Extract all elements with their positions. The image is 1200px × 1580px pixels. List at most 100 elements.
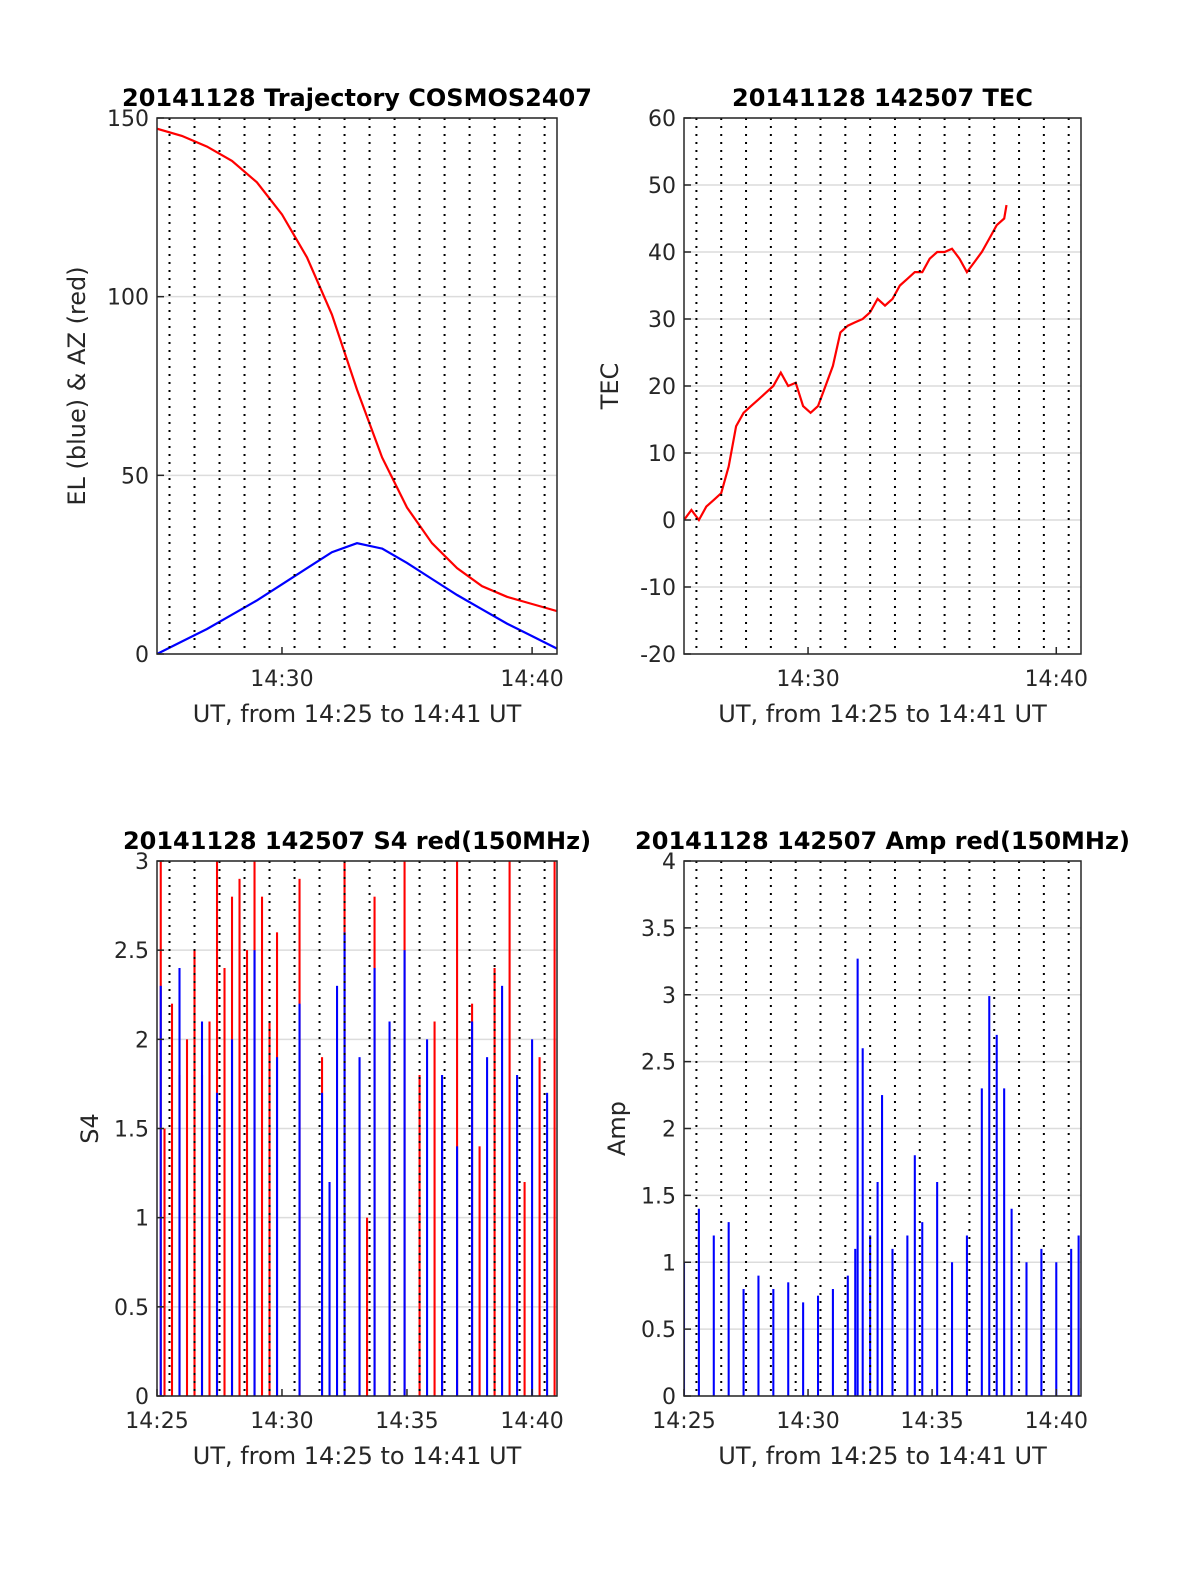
series-0-bar — [1070, 1248, 1073, 1396]
series-0-bar — [478, 1146, 481, 1396]
series-0-bar — [238, 878, 241, 1396]
series-0-bar — [538, 1057, 541, 1396]
series-1-bar — [501, 985, 504, 1396]
series-0-bar — [951, 1262, 954, 1396]
x-tick-label: 14:30 — [250, 667, 313, 692]
x-tick-label: 14:25 — [125, 1409, 188, 1434]
series-1-bar — [441, 1075, 444, 1396]
y-tick-label: 3.5 — [641, 917, 676, 942]
series-0-bar — [268, 1021, 271, 1396]
series-0-bar — [856, 958, 859, 1396]
series-1-bar — [275, 1057, 279, 1396]
series-0-bar — [523, 1182, 526, 1396]
series-0-line — [157, 127, 557, 613]
y-tick-label: 0 — [135, 643, 149, 668]
series-0-bar — [913, 1155, 916, 1396]
chart-title: 20141128 142507 S4 red(150MHz) — [123, 827, 591, 855]
series-0-bar — [163, 1128, 166, 1396]
x-tick-label: 14:30 — [776, 667, 839, 692]
y-tick-label: 100 — [107, 286, 149, 311]
series-0-bar — [854, 1248, 857, 1396]
series-0-bar — [185, 1039, 189, 1396]
series-1-bar — [531, 1039, 534, 1396]
series-0-bar — [995, 1034, 998, 1396]
series-0-bar — [1055, 1262, 1058, 1396]
series-1-bar — [546, 1092, 549, 1396]
y-tick-label: 1.5 — [641, 1184, 676, 1209]
series-1-bar — [215, 1092, 219, 1396]
series-0-bar — [1040, 1248, 1043, 1396]
series-1-bar — [358, 1057, 361, 1396]
y-tick-label: 1 — [662, 1251, 676, 1276]
series-0-bar — [418, 1075, 421, 1396]
series-0-bar — [906, 1235, 909, 1396]
y-tick-label: 40 — [648, 241, 676, 266]
series-0-bar — [816, 1295, 820, 1396]
series-1-bar — [388, 1021, 391, 1396]
series-0-bar — [921, 1222, 924, 1396]
series-0-bar — [1077, 1235, 1080, 1396]
y-tick-label: 0.5 — [114, 1296, 149, 1321]
y-tick-label: 0.5 — [641, 1318, 676, 1343]
x-tick-label: 14:35 — [375, 1409, 438, 1434]
series-1-bar — [178, 968, 181, 1396]
y-tick-label: 1 — [135, 1207, 149, 1232]
y-tick-label: 4 — [662, 850, 676, 875]
series-1-bar — [328, 1182, 331, 1396]
chart-title: 20141128 Trajectory COSMOS2407 — [122, 84, 592, 112]
series-1-bar — [159, 985, 162, 1396]
x-axis-label: UT, from 14:25 to 14:41 UT — [718, 700, 1047, 728]
series-1-bar — [486, 1057, 489, 1396]
y-tick-label: 2.5 — [641, 1051, 676, 1076]
series-0-bar — [1003, 1088, 1006, 1396]
y-tick-label: -10 — [640, 576, 676, 601]
amp-panel: 0 0.5 1 1.5 2 2.5 3 3.5 4 14:25 14:30 14:35 14:40 201… — [603, 827, 1130, 1470]
chart-title: 20141128 142507 TEC — [732, 84, 1033, 112]
series-0-bar — [208, 1021, 211, 1396]
series-0-bar — [697, 1208, 700, 1396]
series-0-bar — [881, 1095, 884, 1396]
y-tick-label: 50 — [121, 464, 149, 489]
series-0-bar — [772, 1289, 775, 1396]
series-0-line — [684, 204, 1008, 523]
y-tick-label: 1.5 — [114, 1118, 149, 1143]
series-0-bar — [712, 1235, 715, 1396]
y-axis-label: TEC — [596, 363, 624, 411]
series-1-bar — [471, 1021, 474, 1396]
series-0-bar — [727, 1222, 730, 1396]
series-1-bar — [253, 950, 256, 1396]
plot-frame — [156, 117, 558, 655]
series-1-bar — [320, 1092, 324, 1396]
series-0-bar — [456, 861, 459, 1396]
series-0-bar — [245, 950, 249, 1396]
series-0-bar — [988, 996, 991, 1396]
series-0-bar — [1010, 1208, 1013, 1396]
series-0-bar — [366, 1217, 369, 1396]
series-0-bar — [787, 1282, 790, 1396]
y-tick-label: 0 — [662, 509, 676, 534]
y-tick-label: 10 — [648, 442, 676, 467]
x-tick-label: 14:40 — [500, 667, 563, 692]
trajectory-panel: 0 50 100 150 14:30 14:40 20141128 Trajectory C… — [63, 84, 592, 728]
series-0-bar — [170, 1003, 174, 1396]
x-axis-label: UT, from 14:25 to 14:41 UT — [193, 1442, 522, 1470]
series-1-bar — [456, 1146, 459, 1396]
y-tick-label: 150 — [107, 107, 149, 132]
y-tick-label: 2.5 — [114, 939, 149, 964]
series-0-bar — [831, 1289, 834, 1396]
series-0-bar — [1025, 1262, 1028, 1396]
series-0-bar — [508, 861, 511, 1396]
series-0-bar — [742, 1289, 745, 1396]
x-tick-label: 14:35 — [900, 1409, 963, 1434]
y-tick-label: -20 — [640, 643, 676, 668]
y-tick-label: 60 — [648, 107, 676, 132]
y-tick-label: 30 — [648, 308, 676, 333]
series-1-bar — [230, 1039, 234, 1396]
series-0-bar — [869, 1235, 872, 1396]
series-0-bar — [861, 1048, 864, 1396]
y-tick-label: 0 — [662, 1385, 676, 1410]
s4-panel: 0 0.5 1 1.5 2 2.5 3 14:25 14:30 14:35 14:40 2014112… — [76, 827, 591, 1470]
series-1-bar — [426, 1039, 429, 1396]
x-axis-label: UT, from 14:25 to 14:41 UT — [193, 700, 522, 728]
